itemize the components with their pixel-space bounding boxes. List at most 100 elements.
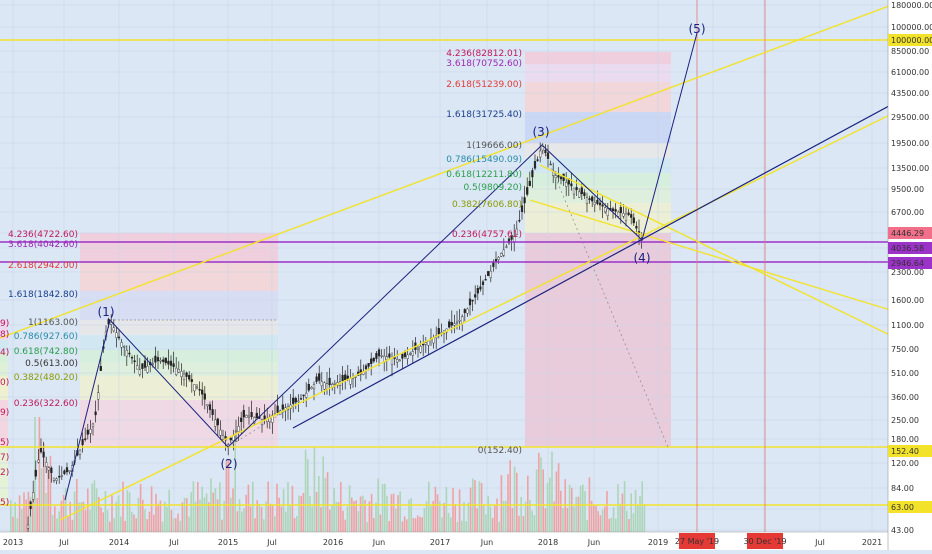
candle-body [112,327,115,332]
volume-bar [12,516,14,532]
volume-bar [355,500,357,532]
candle-body [169,360,173,366]
volume-bar [126,490,129,532]
volume-bar [91,483,93,532]
volume-bar [164,501,166,532]
fib-right-label: 0.5(9809.20) [463,183,522,193]
volume-bar [289,504,291,532]
fib-zone-edge-6 [0,447,8,505]
fib-left-diagonal [227,404,296,448]
candle-body [188,375,191,380]
fib-zone-left-7 [80,376,278,400]
volume-bar [256,500,258,532]
volume-bar [601,509,604,532]
volume-bar [67,515,69,532]
candle-body [58,476,61,478]
fib-left-label: 2.618(2942.00) [8,261,78,271]
fib-zone-left-0 [80,233,278,262]
candle-body [463,309,466,313]
fib-edge-label: 5) [0,498,9,508]
price-tick-label: 6700.00 [891,208,924,217]
candle-body [328,377,331,386]
volume-bar [131,511,133,532]
candle-body [172,363,175,368]
volume-bar [643,504,646,532]
candle-body [63,470,66,474]
candle-body [159,360,162,362]
date-marker-label: 30 Dec '19 [743,537,786,546]
candle-body [388,353,391,358]
volume-bar [133,514,135,532]
volume-bar [608,518,610,532]
volume-bar [533,515,536,532]
volume-bar [538,452,540,532]
volume-bar [529,499,531,532]
candle-body [559,176,563,180]
fib-left-label: 4.236(4722.60) [8,230,78,240]
volume-bar [10,499,12,532]
volume-bar [630,493,632,532]
candle-body [450,322,453,326]
candle-body [97,392,100,400]
volume-bar [474,480,476,532]
date-marker-label: 27 May '19 [675,537,719,546]
volume-bar [626,510,628,532]
volume-bar [232,488,234,532]
candle-body [240,417,243,422]
candle-body [630,214,633,218]
candle-body [601,204,604,207]
candle-body [34,469,37,477]
candle-body [162,359,165,362]
price-tick-label: 13500.00 [891,164,929,173]
price-tag [888,445,932,457]
volume-bar [122,481,124,532]
candle-body [468,298,472,306]
volume-bar [623,481,626,532]
volume-bar [513,466,516,532]
time-tick-label: 2014 [109,538,129,547]
volume-bar [606,491,608,532]
volume-bar [522,516,525,532]
candle-body [151,363,154,365]
volume-bar [610,517,613,532]
time-tick-label: 2021 [862,538,882,547]
volume-bar [142,499,144,532]
price-tag-label: 152.40 [891,447,919,456]
fib-left-label: 0.5(613.00) [25,359,78,369]
candle-body [216,418,219,426]
candle-body [307,384,310,391]
price-tick-label: 180.00 [891,435,919,444]
candle-body [89,429,92,434]
volume-bar [291,485,294,532]
volume-bar [634,489,637,532]
candle-body [276,405,279,413]
fib-right-label: 3.618(70752.60) [446,59,522,69]
candle-body [123,346,126,348]
candle-body [312,384,316,390]
candle-body [406,354,409,359]
volume-bar [234,436,236,532]
volume-bar [573,506,575,532]
wave-label: (1) [98,305,115,319]
volume-bar [434,486,437,532]
candle-body [193,384,196,392]
candle-body [164,357,167,364]
volume-bar [117,495,120,532]
volume-bar [36,498,38,532]
price-tick-label: 19500.00 [891,139,929,148]
volume-bar [500,475,503,532]
volume-bar [595,505,597,532]
candle-body [281,404,284,410]
price-tag-label: 4036.58 [891,244,924,253]
fib-right-label: 1(19666.00) [466,141,522,151]
volume-bar [62,494,65,532]
volume-bar [421,517,423,532]
volume-bar [318,475,320,532]
volume-bar [194,501,197,532]
candle-body [598,202,602,206]
price-tick-label: 43500.00 [891,89,929,98]
candle-body [292,397,295,404]
volume-bar [40,468,43,532]
candle-body [474,294,477,298]
